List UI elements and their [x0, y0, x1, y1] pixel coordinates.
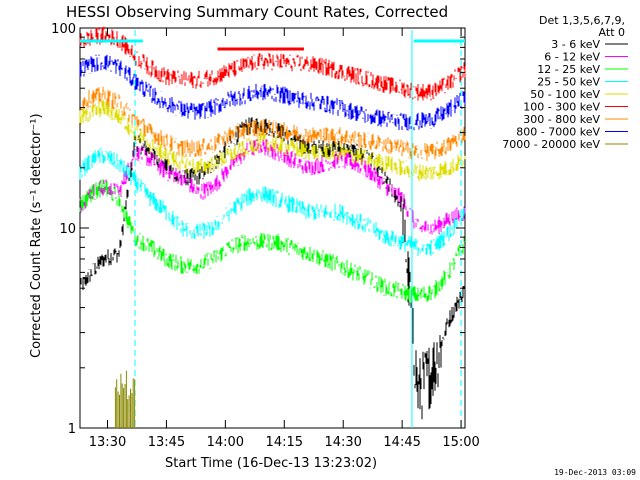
series-line-3	[79, 148, 466, 257]
legend-label-5: 100 - 300 keV	[523, 101, 600, 114]
series-line-4	[79, 99, 466, 182]
series-1	[79, 137, 466, 237]
series-line-6	[79, 86, 466, 161]
series-layer	[79, 26, 466, 420]
legend-header-2: Att 0	[599, 26, 625, 39]
x-tick-label-5: 14:45	[383, 435, 420, 450]
y-tick-label-2: 100	[51, 22, 76, 37]
series-line-7	[79, 54, 466, 131]
legend-label-4: 50 - 100 keV	[530, 88, 600, 101]
chart-title: HESSI Observing Summary Count Rates, Cor…	[66, 3, 448, 21]
tick-layer: 13:30 13:45 14:00 14:15 14:30 14:45 15:00 1 10 10…	[51, 22, 480, 450]
x-tick-label-6: 15:00	[442, 435, 479, 450]
x-tick-label-1: 13:45	[148, 435, 185, 450]
series-6	[79, 86, 466, 161]
legend-label-8: 7000 - 20000 keV	[502, 138, 600, 151]
legend-label-7: 800 - 7000 keV	[516, 126, 600, 139]
legend-label-2: 12 - 25 keV	[537, 63, 600, 76]
legend-label-1: 6 - 12 keV	[544, 51, 600, 64]
series-2	[79, 179, 466, 303]
series-4	[79, 99, 466, 182]
timestamp: 19-Dec-2013 03:09	[554, 468, 636, 477]
overlay-layer	[80, 30, 465, 428]
y-tick-label-0: 1	[68, 422, 76, 437]
series-line-2	[79, 179, 466, 303]
series-3	[79, 148, 466, 257]
x-tick-label-0: 13:30	[89, 435, 126, 450]
y-axis-label: Corrected Count Rate (s⁻¹ detector⁻¹)	[29, 113, 44, 358]
series-line-1	[79, 137, 466, 237]
legend-label-3: 25 - 50 keV	[537, 76, 600, 89]
x-tick-label-4: 14:30	[324, 435, 361, 450]
olive-spikes	[114, 370, 136, 428]
series-7	[79, 54, 466, 131]
legend-label-0: 3 - 6 keV	[551, 38, 600, 51]
x-tick-label-3: 14:15	[266, 435, 303, 450]
x-tick-label-2: 14:00	[207, 435, 244, 450]
legend-header-1: Det 1,3,5,6,7,9,	[539, 14, 625, 27]
y-tick-label-1: 10	[59, 222, 76, 237]
legend-label-6: 300 - 800 keV	[523, 113, 600, 126]
x-axis-label: Start Time (16-Dec-13 13:23:02)	[165, 456, 377, 471]
